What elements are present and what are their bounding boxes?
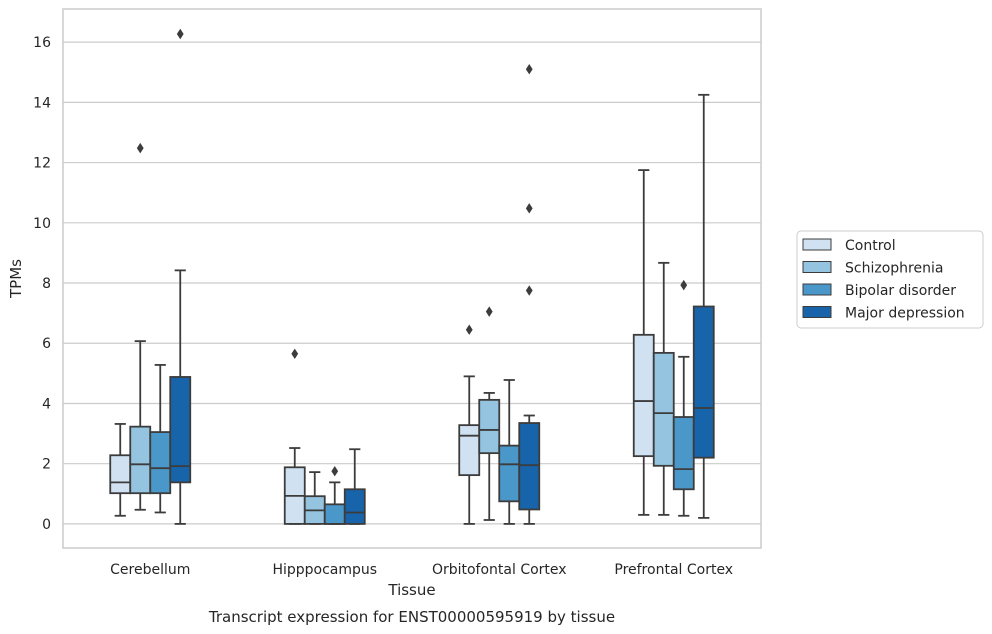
y-axis-title: TPMs (7, 259, 25, 299)
legend-swatch (802, 306, 832, 318)
box-iqr (652, 351, 675, 467)
outlier-point (176, 28, 184, 40)
box-iqr (498, 444, 521, 503)
legend-label: Schizophrenia (845, 261, 943, 277)
outlier-point (331, 466, 339, 477)
x-tick-label: Cerebellum (110, 562, 190, 578)
box-bipolar-disorder (498, 379, 521, 525)
box-control (458, 324, 481, 525)
y-tick-label: 0 (42, 517, 51, 533)
outlier-point (525, 285, 533, 296)
box-iqr (149, 431, 172, 495)
box-bipolar-disorder (323, 466, 346, 525)
box-schizophrenia (303, 471, 326, 525)
x-tick-label: Prefrontal Cortex (614, 562, 733, 578)
x-axis-ticks: Cerebellum Hipppocampus Orbitofontal Corte… (110, 562, 733, 578)
box-iqr (458, 424, 481, 477)
y-tick-label: 8 (42, 276, 51, 292)
box-plot-area (109, 28, 715, 525)
box-iqr (129, 425, 152, 495)
box-major-depression (169, 28, 192, 525)
legend-label: Major depression (845, 306, 965, 322)
outlier-point (680, 279, 688, 291)
y-tick-label: 14 (33, 95, 51, 111)
y-tick-label: 4 (42, 396, 51, 412)
y-tick-label: 16 (33, 35, 51, 51)
box-iqr (518, 422, 541, 511)
x-tick-label: Hipppocampus (272, 562, 377, 578)
box-control (109, 423, 132, 517)
figure-caption: Transcript expression for ENST0000059591… (208, 608, 615, 626)
x-tick-label: Orbitofontal Cortex (432, 562, 567, 578)
legend-frame (796, 230, 984, 329)
outlier-point (485, 306, 493, 317)
outlier-point (465, 324, 473, 335)
box-major-depression (518, 64, 541, 525)
box-iqr (632, 333, 655, 458)
legend-swatch (802, 261, 832, 273)
box-iqr (323, 503, 346, 525)
box-bipolar-disorder (149, 364, 172, 514)
box-control (632, 169, 655, 516)
x-axis-title: Tissue (387, 581, 435, 599)
box-iqr (343, 488, 366, 525)
y-tick-label: 10 (33, 216, 51, 232)
outlier-point (136, 142, 144, 154)
outlier-point (525, 64, 533, 75)
y-tick-label: 2 (42, 457, 51, 473)
legend-label: Control (845, 238, 896, 254)
outlier-point (525, 203, 533, 214)
box-schizophrenia (129, 142, 152, 511)
box-control (283, 348, 306, 525)
legend: Control Schizophrenia Bipolar disorder Majo… (796, 230, 984, 329)
box-iqr (692, 305, 715, 459)
outlier-point (291, 348, 299, 359)
legend-swatch (802, 238, 832, 251)
box-iqr (672, 416, 695, 491)
plot-frame (62, 8, 762, 549)
box-major-depression (692, 93, 715, 519)
box-iqr (109, 454, 132, 495)
box-iqr (478, 398, 501, 455)
legend-swatch (802, 283, 832, 296)
y-tick-label: 6 (42, 336, 51, 352)
box-schizophrenia (478, 306, 501, 521)
box-major-depression (343, 448, 366, 525)
box-schizophrenia (652, 261, 675, 516)
y-tick-label: 12 (33, 156, 51, 172)
box-iqr (169, 376, 192, 484)
y-axis-ticks: 0 2 4 6 8 10 12 14 16 (33, 35, 51, 533)
box-bipolar-disorder (672, 279, 695, 517)
legend-label: Bipolar disorder (845, 283, 956, 299)
